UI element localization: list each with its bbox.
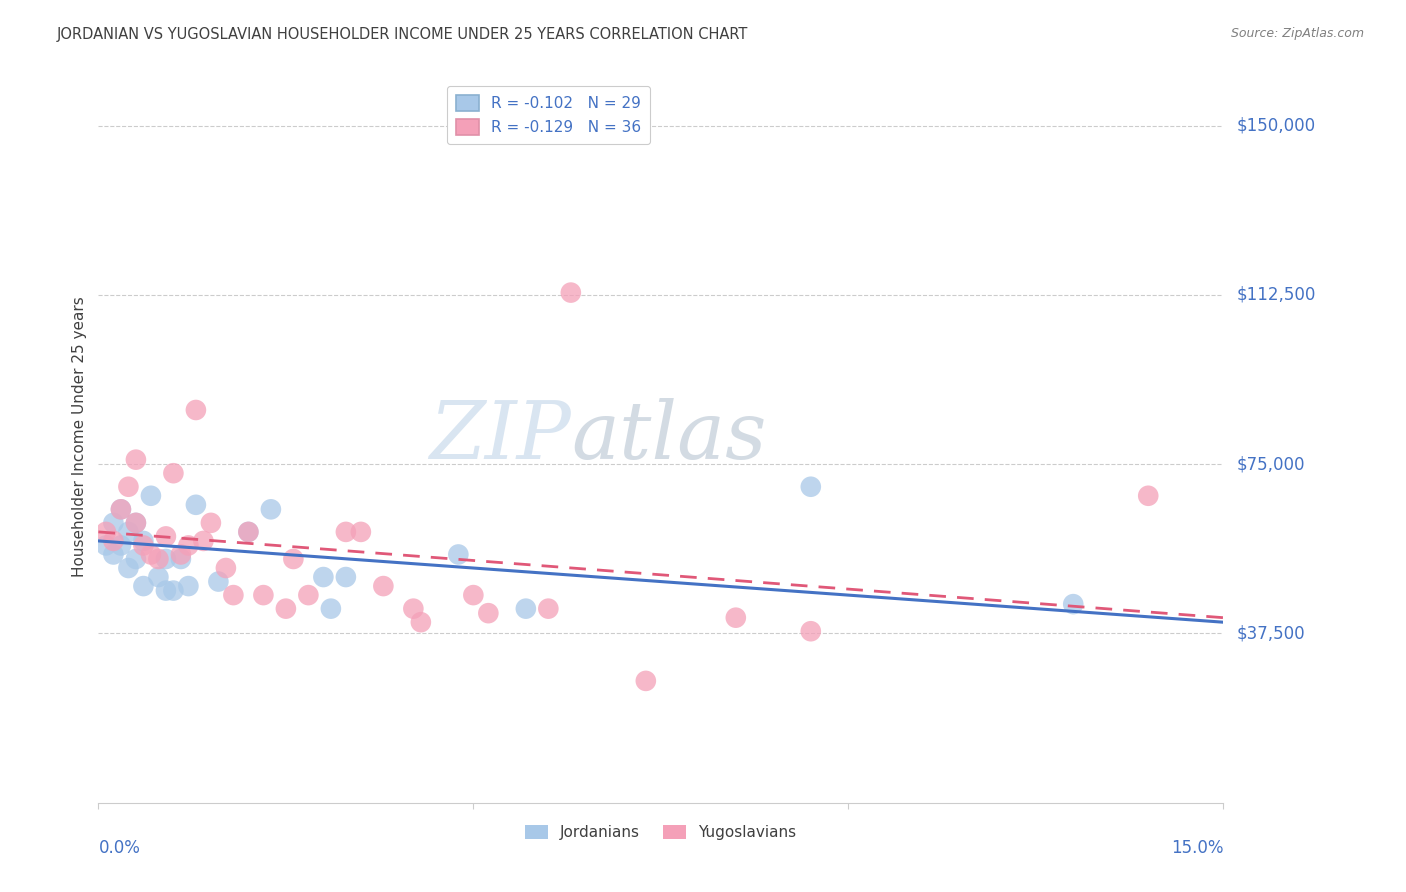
Point xyxy=(724,610,747,624)
Point xyxy=(148,570,170,584)
Point xyxy=(139,548,162,562)
Point xyxy=(125,516,148,530)
Point xyxy=(110,538,132,552)
Point xyxy=(155,529,177,543)
Text: JORDANIAN VS YUGOSLAVIAN HOUSEHOLDER INCOME UNDER 25 YEARS CORRELATION CHART: JORDANIAN VS YUGOSLAVIAN HOUSEHOLDER INC… xyxy=(56,27,748,42)
Point xyxy=(193,533,215,548)
Point xyxy=(162,583,184,598)
Point xyxy=(184,498,207,512)
Point xyxy=(132,579,155,593)
Legend: Jordanians, Yugoslavians: Jordanians, Yugoslavians xyxy=(519,819,803,847)
Point xyxy=(94,538,117,552)
Text: 0.0%: 0.0% xyxy=(98,839,141,857)
Point xyxy=(200,516,222,530)
Point xyxy=(110,502,132,516)
Point xyxy=(94,524,117,539)
Point xyxy=(800,624,823,639)
Point xyxy=(477,606,499,620)
Point xyxy=(800,480,823,494)
Point xyxy=(139,489,162,503)
Point xyxy=(170,548,193,562)
Point xyxy=(125,452,148,467)
Point xyxy=(170,552,193,566)
Point xyxy=(1137,489,1160,503)
Point xyxy=(560,285,582,300)
Text: Source: ZipAtlas.com: Source: ZipAtlas.com xyxy=(1230,27,1364,40)
Point xyxy=(117,561,139,575)
Point xyxy=(260,502,283,516)
Point xyxy=(274,601,297,615)
Point xyxy=(215,561,238,575)
Text: $75,000: $75,000 xyxy=(1237,455,1306,473)
Text: $37,500: $37,500 xyxy=(1237,624,1306,642)
Point xyxy=(238,524,260,539)
Point xyxy=(162,466,184,480)
Y-axis label: Householder Income Under 25 years: Householder Income Under 25 years xyxy=(72,297,87,577)
Point xyxy=(252,588,274,602)
Point xyxy=(177,538,200,552)
Point xyxy=(515,601,537,615)
Point xyxy=(207,574,229,589)
Point xyxy=(148,552,170,566)
Point xyxy=(238,524,260,539)
Point xyxy=(125,552,148,566)
Point xyxy=(125,516,148,530)
Point xyxy=(184,403,207,417)
Point xyxy=(634,673,657,688)
Point xyxy=(335,570,357,584)
Point xyxy=(222,588,245,602)
Point xyxy=(447,548,470,562)
Point xyxy=(409,615,432,630)
Point xyxy=(283,552,305,566)
Point xyxy=(177,579,200,593)
Point xyxy=(132,538,155,552)
Point xyxy=(402,601,425,615)
Point xyxy=(350,524,373,539)
Text: $112,500: $112,500 xyxy=(1237,285,1316,304)
Point xyxy=(117,524,139,539)
Point xyxy=(373,579,395,593)
Point xyxy=(297,588,319,602)
Text: atlas: atlas xyxy=(571,399,766,475)
Point xyxy=(1062,597,1084,611)
Text: 15.0%: 15.0% xyxy=(1171,839,1223,857)
Text: $150,000: $150,000 xyxy=(1237,117,1316,135)
Point xyxy=(103,516,125,530)
Point xyxy=(319,601,342,615)
Point xyxy=(132,533,155,548)
Text: ZIP: ZIP xyxy=(429,399,571,475)
Point xyxy=(155,552,177,566)
Point xyxy=(117,480,139,494)
Point xyxy=(103,548,125,562)
Point xyxy=(110,502,132,516)
Point xyxy=(463,588,485,602)
Point xyxy=(537,601,560,615)
Point xyxy=(312,570,335,584)
Point xyxy=(103,533,125,548)
Point xyxy=(155,583,177,598)
Point xyxy=(335,524,357,539)
